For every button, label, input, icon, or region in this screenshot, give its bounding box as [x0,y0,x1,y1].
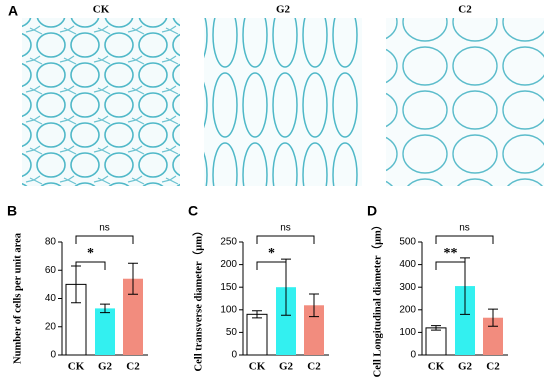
y-tick-label: 0 [231,350,237,361]
x-tick-label: G2 [98,361,113,373]
significance-label: ** [444,246,458,261]
error-bar [431,325,441,331]
error-bar [488,308,498,327]
micrograph [22,18,180,186]
x-tick-label: C2 [126,361,140,373]
x-tick-label: G2 [458,361,473,373]
x-tick-label: CK [249,361,266,373]
y-tick-label: 200 [399,304,416,315]
x-tick-label: CK [428,361,445,373]
error-bar [309,293,319,318]
y-axis-label: Cell Longitudinal diameter（μm） [370,220,383,378]
error-bar [100,303,110,314]
y-tick-label: 20 [45,321,57,332]
y-tick-label: 50 [226,327,238,338]
y-axis-label: Number of cells per unit area [12,232,23,364]
y-tick-label: 150 [220,282,237,293]
y-tick-label: 0 [410,350,416,361]
bar [304,305,324,355]
y-tick-label: 100 [220,304,237,315]
micrograph [204,18,362,186]
panel-label: D [367,203,377,219]
significance-label: * [268,246,275,261]
significance-bracket [435,235,494,244]
image-title: CK [93,4,110,16]
bar [276,287,296,355]
significance-bracket [256,261,287,270]
bar [425,327,447,356]
x-tick-label: C2 [307,361,321,373]
panel-label: A [8,3,18,19]
panel-label: B [7,203,17,219]
significance-label: ns [459,223,470,234]
image-title: G2 [276,4,291,16]
error-bar [252,310,262,319]
panel-label: C [188,203,198,219]
significance-bracket [75,235,134,244]
y-tick-label: 400 [399,259,416,270]
y-tick-label: 40 [45,293,57,304]
bar [246,313,268,356]
bar [455,286,475,355]
y-tick-label: 60 [45,265,57,276]
significance-label: ns [280,223,291,234]
y-tick-label: 80 [45,237,57,248]
x-tick-label: C2 [486,361,500,373]
error-bar [128,262,138,295]
y-axis-label: Cell transverse diameter（μm） [191,226,204,372]
y-tick-label: 0 [50,350,56,361]
bar [483,317,503,355]
x-tick-label: CK [68,361,85,373]
significance-label: ns [99,223,110,234]
y-tick-label: 300 [399,282,416,293]
y-tick-label: 100 [399,327,416,338]
significance-bracket [75,261,106,270]
micrograph [386,18,544,186]
bar [95,308,115,355]
significance-bracket [435,261,466,270]
x-tick-label: G2 [279,361,294,373]
y-tick-label: 500 [399,237,416,248]
y-tick-label: 250 [220,237,237,248]
significance-label: * [87,246,94,261]
y-tick-label: 200 [220,259,237,270]
image-title: C2 [458,4,472,16]
significance-bracket [256,235,315,244]
bar [123,278,143,355]
